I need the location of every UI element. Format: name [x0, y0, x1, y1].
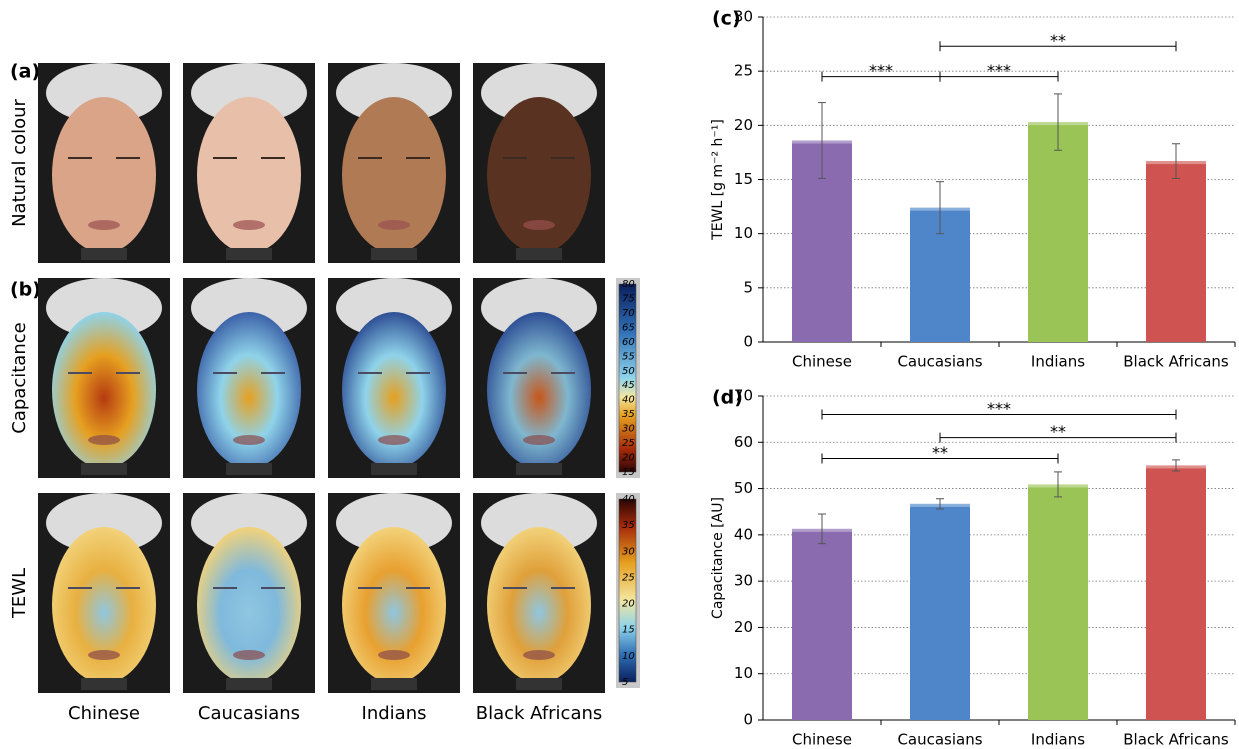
chin-rest [516, 678, 562, 690]
colorbar-tick-label: 40 [622, 395, 635, 406]
chin-rest [81, 463, 127, 475]
colorbar-tick-label: 10 [622, 651, 635, 662]
chin-rest [516, 248, 562, 260]
colorbar-tick-label: 15 [622, 625, 635, 636]
colorbar-tick-label: 45 [622, 380, 635, 391]
mouth [523, 220, 555, 230]
chart-title: (c) [712, 8, 741, 30]
colorbar-tick-label: 30 [622, 424, 635, 435]
mouth [523, 650, 555, 660]
y-tick-label: 50 [734, 479, 753, 497]
column-label: Indians [362, 703, 427, 724]
significance-label: ** [1050, 422, 1066, 441]
y-axis-label: Capacitance [AU] [710, 497, 726, 619]
x-tick-label: Indians [1031, 353, 1085, 371]
chart-title: (d) [712, 387, 743, 409]
row-label: TEWL [9, 568, 30, 619]
y-tick-label: 40 [734, 525, 753, 543]
chin-rest [371, 248, 417, 260]
x-tick-label: Indians [1031, 731, 1085, 749]
x-tick-label: Black Africans [1123, 353, 1229, 371]
mouth [88, 435, 120, 445]
column-label: Chinese [68, 703, 140, 724]
chin-rest [226, 463, 272, 475]
panel-label: (b) [10, 279, 41, 301]
x-tick-label: Chinese [792, 731, 852, 749]
colorbar-tick-label: 25 [622, 572, 635, 583]
bar [1028, 484, 1088, 720]
colorbar-tick-label: 50 [622, 366, 635, 377]
significance-label: *** [987, 399, 1011, 418]
colorbar-tick-label: 15 [622, 467, 635, 478]
x-tick-label: Caucasians [897, 731, 982, 749]
colorbar-tick-label: 35 [622, 409, 635, 420]
y-tick-label: 5 [743, 278, 753, 296]
column-label: Caucasians [198, 703, 300, 724]
y-tick-label: 20 [734, 116, 753, 134]
colorbar-tick-label: 65 [622, 322, 635, 333]
x-tick-label: Black Africans [1123, 731, 1229, 749]
bar [792, 529, 852, 720]
y-tick-label: 25 [734, 62, 753, 80]
y-tick-label: 15 [734, 170, 753, 188]
significance-label: *** [987, 61, 1011, 80]
colorbar-tick-label: 30 [622, 546, 635, 557]
significance-label: ** [932, 443, 948, 462]
significance-label: ** [1050, 31, 1066, 50]
colorbar-tick-label: 20 [622, 599, 635, 610]
chin-rest [371, 463, 417, 475]
figure: (a) (b) Natural colour Capacitance TEWL Chi… [0, 0, 1239, 749]
chin-rest [226, 248, 272, 260]
chin-rest [516, 463, 562, 475]
x-tick-label: Chinese [792, 353, 852, 371]
row-label: Natural colour [9, 98, 30, 226]
row-label: Capacitance [9, 322, 30, 433]
panel-label: (a) [10, 61, 40, 83]
colorbar-tick-label: 40 [622, 494, 635, 505]
mouth [378, 650, 410, 660]
colorbar-tick-label: 75 [622, 293, 635, 304]
bar [1028, 122, 1088, 342]
mouth [233, 435, 265, 445]
colorbar-tick-label: 35 [622, 520, 635, 531]
colorbar-tick-label: 60 [622, 337, 635, 348]
colorbar-tick-label: 70 [622, 308, 635, 319]
bar [1146, 465, 1206, 720]
y-tick-label: 60 [734, 433, 753, 451]
y-axis-label: TEWL [g m⁻² h⁻¹] [710, 119, 726, 241]
mouth [88, 220, 120, 230]
colorbar-tick-label: 5 [622, 677, 628, 688]
mouth [88, 650, 120, 660]
y-tick-label: 0 [743, 711, 753, 729]
y-tick-label: 10 [734, 224, 753, 242]
bar [910, 504, 970, 720]
colorbar-tick-label: 80 [622, 279, 635, 290]
y-tick-label: 10 [734, 664, 753, 682]
chin-rest [81, 678, 127, 690]
colorbar-tick-label: 55 [622, 351, 635, 362]
column-label: Black Africans [476, 703, 603, 724]
significance-label: *** [869, 61, 893, 80]
mouth [233, 650, 265, 660]
chin-rest [226, 678, 272, 690]
bar [1146, 161, 1206, 342]
mouth [378, 220, 410, 230]
mouth [233, 220, 265, 230]
colorbar-tick-label: 25 [622, 438, 635, 449]
y-tick-label: 0 [743, 333, 753, 351]
colorbar-tick-label: 20 [622, 453, 635, 464]
mouth [523, 435, 555, 445]
y-tick-label: 20 [734, 618, 753, 636]
chin-rest [371, 678, 417, 690]
chin-rest [81, 248, 127, 260]
x-tick-label: Caucasians [897, 353, 982, 371]
y-tick-label: 30 [734, 572, 753, 590]
mouth [378, 435, 410, 445]
